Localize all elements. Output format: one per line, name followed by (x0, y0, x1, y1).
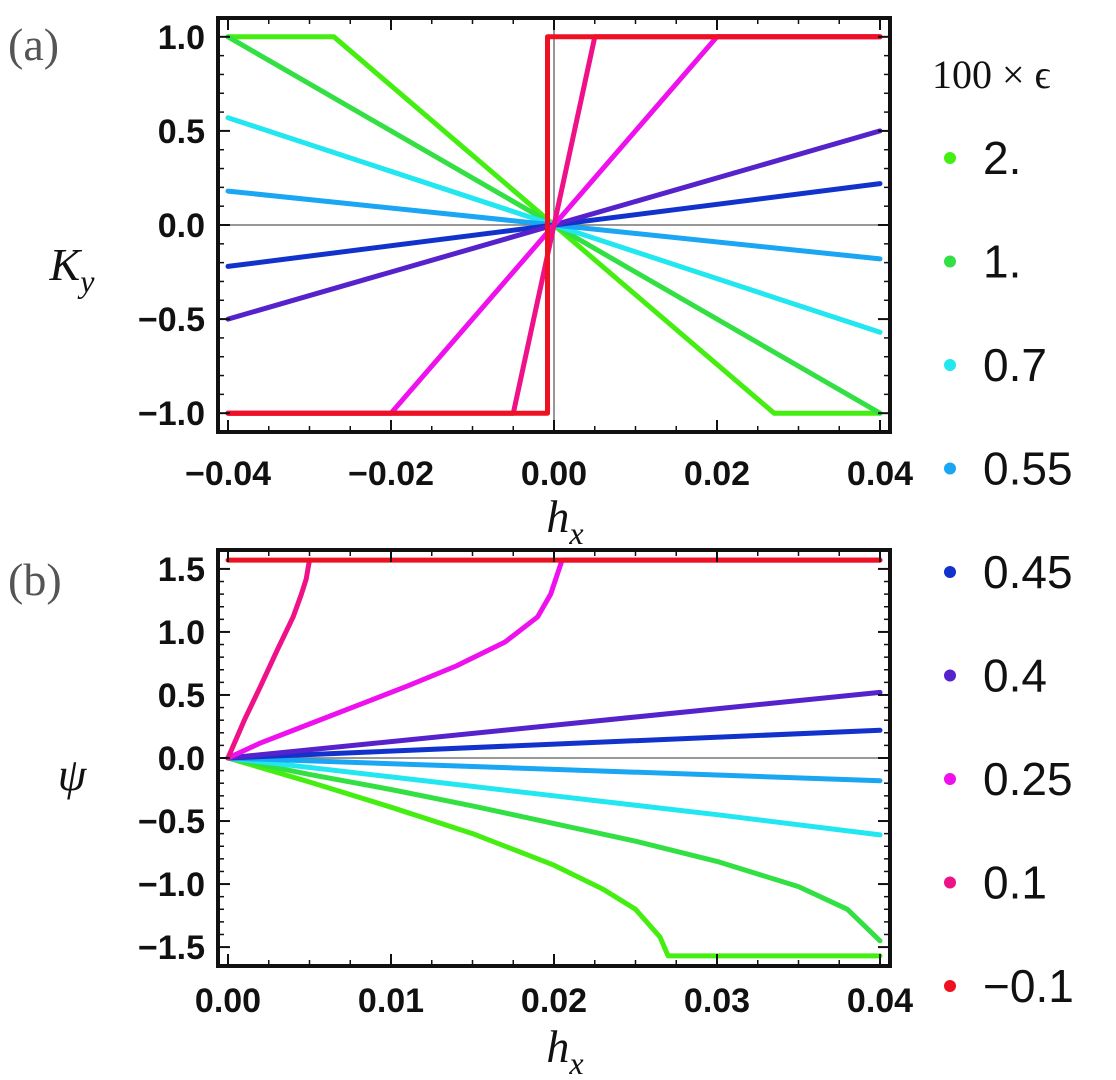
x-tick-label: 0.04 (847, 982, 913, 1020)
legend-marker (944, 152, 956, 164)
legend-marker (944, 876, 956, 889)
legend-entry-label: 1. (983, 236, 1021, 288)
panel-label: (a) (8, 19, 59, 70)
legend-marker (944, 359, 956, 371)
legend-entry-label: 0.4 (983, 650, 1047, 702)
legend-title: 100 × ϵ (932, 52, 1051, 97)
legend-entry-label: 0.45 (983, 546, 1073, 598)
legend-marker (944, 255, 956, 268)
y-axis-label: Ky (49, 239, 96, 299)
series-line (225, 557, 312, 761)
legend-entry-label: 2. (983, 132, 1021, 184)
y-tick-label: 1.5 (158, 551, 205, 589)
y-tick-label: −1.0 (138, 395, 205, 433)
x-axis-label: hx (546, 491, 583, 551)
series-line (225, 755, 883, 944)
legend-marker (944, 566, 956, 578)
x-tick-label: −0.04 (185, 455, 271, 493)
x-tick-label: 0.01 (358, 982, 424, 1020)
x-tick-label: 0.02 (684, 455, 750, 493)
x-axis-label-sub: x (568, 1045, 583, 1080)
x-tick-label: 0.02 (521, 982, 587, 1020)
panel-label: (b) (8, 554, 62, 605)
x-tick-label: 0.04 (847, 455, 913, 493)
y-tick-label: 0.5 (158, 113, 205, 151)
legend-entry-label: −0.1 (983, 960, 1074, 1012)
legend-entry-label: 0.55 (983, 443, 1073, 495)
y-tick-label: −0.5 (138, 803, 205, 841)
legend-marker (944, 773, 956, 785)
y-axis-label-main: ψ (58, 749, 88, 800)
x-axis-label-sub: x (568, 515, 583, 551)
series-line (225, 755, 883, 959)
y-tick-label: −1.5 (138, 929, 205, 967)
legend-entry-label: 0.7 (983, 339, 1047, 391)
y-axis-label: ψ (58, 749, 88, 800)
y-tick-label: −1.0 (138, 866, 205, 904)
legend-entry-label: 0.1 (983, 857, 1047, 909)
y-axis-label-main: K (49, 239, 83, 290)
y-tick-label: 0.0 (158, 207, 205, 245)
legend-marker (944, 462, 956, 475)
x-tick-label: 0.03 (684, 982, 750, 1020)
series-line (225, 755, 883, 784)
x-tick-label: −0.02 (348, 455, 434, 493)
y-tick-label: −0.5 (138, 301, 205, 339)
y-tick-label: 0.5 (158, 677, 205, 715)
y-tick-label: 1.0 (158, 19, 205, 57)
y-tick-label: 1.0 (158, 614, 205, 652)
series-line (225, 727, 883, 761)
y-tick-label: 0.0 (158, 740, 205, 778)
legend-marker (944, 669, 956, 682)
y-axis-label-sub: y (77, 263, 95, 299)
series-line (225, 34, 883, 416)
panel-a: −0.04 −0.02 0.00 0.02 0.04 −1.0 −0.5 0.0 0.5 1.0 h… (8, 16, 913, 551)
x-tick-label: 0.00 (195, 982, 261, 1020)
legend: 100 × ϵ 2. 1. 0.7 0.55 0.45 0.4 0.25 0.1 −0.1 (932, 52, 1074, 1012)
series-line (225, 557, 883, 761)
series-line (225, 755, 883, 838)
x-axis-label-main: h (546, 491, 569, 542)
panel-b: 0.00 0.01 0.02 0.03 0.04 −1.5 −1.0 −0.5 0.0 0.5 1.… (8, 548, 913, 1080)
series-line (225, 689, 883, 761)
legend-entry-label: 0.25 (983, 753, 1073, 805)
legend-marker (944, 980, 956, 992)
x-axis-label: hx (546, 1021, 583, 1080)
x-axis-label-main: h (546, 1021, 569, 1072)
x-tick-label: 0.00 (521, 455, 587, 493)
